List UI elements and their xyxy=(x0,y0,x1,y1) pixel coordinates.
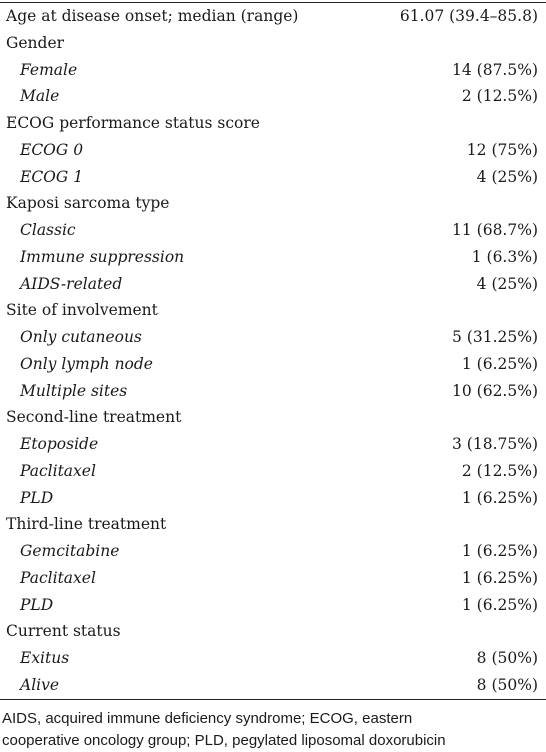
row-label: Male xyxy=(20,87,60,106)
row-label: Etoposide xyxy=(20,435,99,453)
row-value: 11 (68.7%) xyxy=(452,221,538,239)
row-value: 12 (75%) xyxy=(466,140,538,159)
row-value: 14 (87.5%) xyxy=(452,60,538,79)
section-label: Current status xyxy=(6,622,121,641)
section-label: Third-line treatment xyxy=(6,515,167,534)
section-label: Gender xyxy=(6,33,65,52)
table-section-row: Current status xyxy=(0,618,546,644)
row-label: ECOG 1 xyxy=(20,167,84,186)
table-bottom-rule xyxy=(0,699,546,700)
row-value: 1 (6.25%) xyxy=(461,568,538,587)
table-row: PLD 1 (6.25%) xyxy=(0,592,546,618)
table-row: Male 2 (12.5%) xyxy=(0,83,546,109)
row-value: 4 (25%) xyxy=(476,167,538,186)
row-value: 5 (31.25%) xyxy=(452,328,538,346)
table-row: ECOG 1 4 (25%) xyxy=(0,164,546,190)
table-row: Multiple sites 10 (62.5%) xyxy=(0,378,546,404)
row-value: 10 (62.5%) xyxy=(452,381,538,400)
row-value: 2 (12.5%) xyxy=(461,461,538,480)
row-label: Classic xyxy=(20,221,76,239)
row-value: 4 (25%) xyxy=(476,274,538,293)
table-row: Classic 11 (68.7%) xyxy=(0,217,546,243)
table-section-row: ECOG performance status score xyxy=(0,110,546,136)
row-value: 8 (50%) xyxy=(476,649,538,667)
table-row: Paclitaxel 1 (6.25%) xyxy=(0,565,546,591)
footnote-line-2: cooperative oncology group; PLD, pegylat… xyxy=(2,732,446,749)
section-label: Site of involvement xyxy=(6,301,158,320)
footnote-line-1: AIDS, acquired immune deficiency syndrom… xyxy=(2,710,413,727)
row-label: Paclitaxel xyxy=(20,568,96,587)
section-label: Kaposi sarcoma type xyxy=(6,194,170,213)
table-section-row: Kaposi sarcoma type xyxy=(0,190,546,216)
row-label: Only lymph node xyxy=(20,354,153,373)
row-label: ECOG 0 xyxy=(20,140,84,159)
table-section-row: Second-line treatment xyxy=(0,404,546,430)
row-label: PLD xyxy=(20,595,54,614)
row-label: Immune suppression xyxy=(20,247,185,266)
row-label: Alive xyxy=(20,675,60,694)
table-row: Exitus 8 (50%) xyxy=(0,645,546,671)
table-row: Only lymph node 1 (6.25%) xyxy=(0,351,546,377)
row-label: Multiple sites xyxy=(20,381,128,400)
row-label: Female xyxy=(20,60,78,79)
section-label: Second-line treatment xyxy=(6,408,182,427)
table-row: Alive 8 (50%) xyxy=(0,672,546,698)
table-row: ECOG 0 12 (75%) xyxy=(0,137,546,163)
table-footnote: AIDS, acquired immune deficiency syndrom… xyxy=(2,708,542,752)
section-label: Age at disease onset; median (range) xyxy=(6,7,299,25)
table-section-row: Age at disease onset; median (range) 61.0… xyxy=(0,3,546,29)
row-label: PLD xyxy=(20,488,54,507)
table-section-row: Third-line treatment xyxy=(0,511,546,537)
table-row: Paclitaxel 2 (12.5%) xyxy=(0,458,546,484)
row-value: 1 (6.3%) xyxy=(471,247,538,266)
row-value: 1 (6.25%) xyxy=(461,488,538,507)
row-label: Only cutaneous xyxy=(20,328,142,346)
table-row: Female 14 (87.5%) xyxy=(0,57,546,83)
row-label: Exitus xyxy=(20,649,70,667)
row-value: 2 (12.5%) xyxy=(461,87,538,106)
row-value: 61.07 (39.4–85.8) xyxy=(399,7,538,25)
row-value: 1 (6.25%) xyxy=(461,595,538,614)
row-value: 1 (6.25%) xyxy=(461,354,538,373)
table-row: Immune suppression 1 (6.3%) xyxy=(0,244,546,270)
table-section-row: Gender xyxy=(0,30,546,56)
row-label: Gemcitabine xyxy=(20,542,120,560)
table-row: Gemcitabine 1 (6.25%) xyxy=(0,538,546,564)
row-label: AIDS-related xyxy=(20,274,123,293)
table-row: PLD 1 (6.25%) xyxy=(0,485,546,511)
row-value: 8 (50%) xyxy=(476,675,538,694)
section-label: ECOG performance status score xyxy=(6,114,260,132)
row-label: Paclitaxel xyxy=(20,461,96,480)
row-value: 3 (18.75%) xyxy=(452,435,538,453)
table-row: AIDS-related 4 (25%) xyxy=(0,271,546,297)
table-section-row: Site of involvement xyxy=(0,297,546,323)
row-value: 1 (6.25%) xyxy=(461,542,538,560)
table-row: Only cutaneous 5 (31.25%) xyxy=(0,324,546,350)
table-top-rule xyxy=(0,2,546,3)
table-row: Etoposide 3 (18.75%) xyxy=(0,431,546,457)
